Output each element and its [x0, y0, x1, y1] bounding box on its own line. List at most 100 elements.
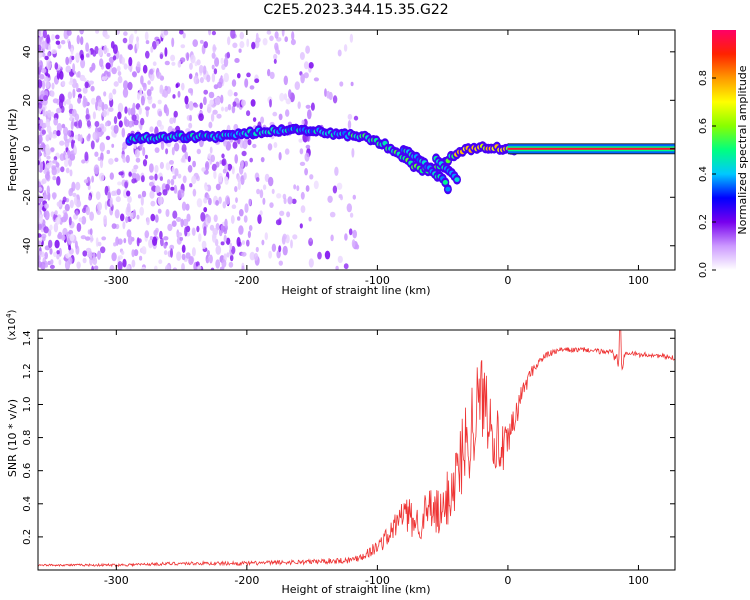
- speckle-cell: [103, 44, 108, 55]
- speckle-cell: [38, 44, 42, 52]
- speckle-cell: [43, 226, 49, 234]
- speckle-cell: [95, 30, 100, 34]
- speckle-cell: [176, 251, 182, 261]
- speckle-cell: [246, 38, 250, 48]
- speckle-cell: [177, 90, 181, 98]
- speckle-cell: [198, 233, 202, 242]
- speckle-cell: [126, 190, 131, 197]
- speckle-cell: [171, 37, 175, 48]
- speckle-cell: [182, 175, 187, 184]
- speckle-cell: [212, 228, 218, 236]
- speckle-cell: [273, 142, 278, 148]
- speckle-cell: [252, 117, 257, 122]
- speckle-cell: [109, 197, 114, 207]
- speckle-cell: [161, 92, 166, 97]
- speckle-cell: [131, 178, 137, 184]
- speckle-cell: [167, 179, 171, 185]
- speckle-cell: [339, 81, 344, 87]
- speckle-cell: [290, 239, 293, 249]
- speckle-cell: [39, 214, 43, 224]
- speckle-cell: [94, 121, 100, 128]
- speckle-cell: [127, 44, 133, 51]
- x-tick-label: -200: [234, 574, 259, 587]
- speckle-cell: [63, 126, 69, 136]
- speckle-cell: [159, 230, 163, 240]
- speckle-cell: [146, 89, 152, 97]
- speckle-cell: [347, 113, 353, 120]
- speckle-cell: [271, 243, 277, 252]
- speckle-cell: [225, 141, 231, 151]
- speckle-cell: [38, 79, 43, 89]
- speckle-cell: [114, 209, 120, 219]
- speckle-cell: [285, 109, 290, 117]
- speckle-cell: [223, 234, 227, 243]
- speckle-cell: [85, 53, 90, 58]
- speckle-cell: [327, 195, 333, 203]
- speckle-cell: [84, 81, 89, 89]
- speckle-cell: [308, 216, 312, 222]
- speckle-cell: [84, 151, 89, 162]
- speckle-cell: [241, 251, 247, 257]
- speckle-cell: [39, 65, 43, 70]
- speckle-cell: [133, 249, 139, 257]
- speckle-cell: [305, 144, 311, 149]
- speckle-cell: [185, 103, 190, 109]
- speckle-cell: [51, 49, 57, 55]
- speckle-cell: [242, 140, 248, 150]
- speckle-cell: [152, 40, 157, 50]
- speckle-cell: [259, 210, 263, 216]
- speckle-cell: [79, 134, 83, 143]
- speckle-cell: [116, 188, 121, 196]
- speckle-cell: [207, 215, 212, 224]
- speckle-cell: [283, 93, 288, 101]
- speckle-cell: [44, 251, 48, 260]
- speckle-cell: [207, 103, 212, 114]
- speckle-cell: [251, 41, 256, 50]
- speckle-cell: [179, 236, 184, 241]
- speckle-cell: [68, 229, 74, 235]
- speckle-cell: [344, 233, 348, 241]
- speckle-cell: [80, 58, 86, 69]
- speckle-cell: [229, 254, 234, 262]
- snr-border: [37, 329, 676, 571]
- speckle-cell: [123, 238, 127, 244]
- speckle-cell: [51, 34, 55, 41]
- speckle-cell: [127, 107, 131, 116]
- speckle-cell: [46, 34, 50, 44]
- speckle-cell: [307, 109, 312, 120]
- speckle-cell: [156, 71, 162, 79]
- speckle-cell: [153, 229, 158, 237]
- speckle-cell: [41, 178, 47, 184]
- speckle-cell: [113, 124, 119, 134]
- speckle-cell: [181, 201, 187, 211]
- speckle-cell: [246, 110, 251, 117]
- speckle-cell: [232, 141, 238, 149]
- speckle-cell: [39, 162, 43, 170]
- speckle-cell: [199, 102, 203, 110]
- speckle-cell: [184, 95, 189, 105]
- speckle-cell: [85, 236, 91, 241]
- y-tick-label: -20: [22, 189, 33, 205]
- speckle-cell: [89, 211, 94, 221]
- speckle-cell: [196, 225, 200, 233]
- speckle-cell: [42, 236, 46, 242]
- speckle-cell: [156, 119, 162, 127]
- speckle-cell: [165, 107, 170, 117]
- speckle-cell: [169, 244, 175, 250]
- colorbar-ticks: 0.0 0.2 0.4 0.6 0.8: [698, 70, 716, 278]
- speckle-cell: [52, 159, 58, 164]
- speckle-cell: [142, 159, 148, 167]
- speckle-cell: [58, 99, 64, 109]
- speckle-cell: [212, 109, 218, 115]
- speckle-cell: [144, 230, 150, 239]
- speckle-cell: [68, 216, 72, 226]
- speckle-cell: [80, 54, 85, 61]
- speckle-cell: [139, 255, 143, 261]
- speckle-cell: [38, 134, 43, 144]
- speckle-cell: [133, 119, 139, 126]
- speckle-cell: [113, 81, 119, 87]
- y-tick-label: 20: [22, 94, 33, 107]
- speckle-cell: [290, 39, 296, 46]
- speckle-cell: [54, 210, 58, 216]
